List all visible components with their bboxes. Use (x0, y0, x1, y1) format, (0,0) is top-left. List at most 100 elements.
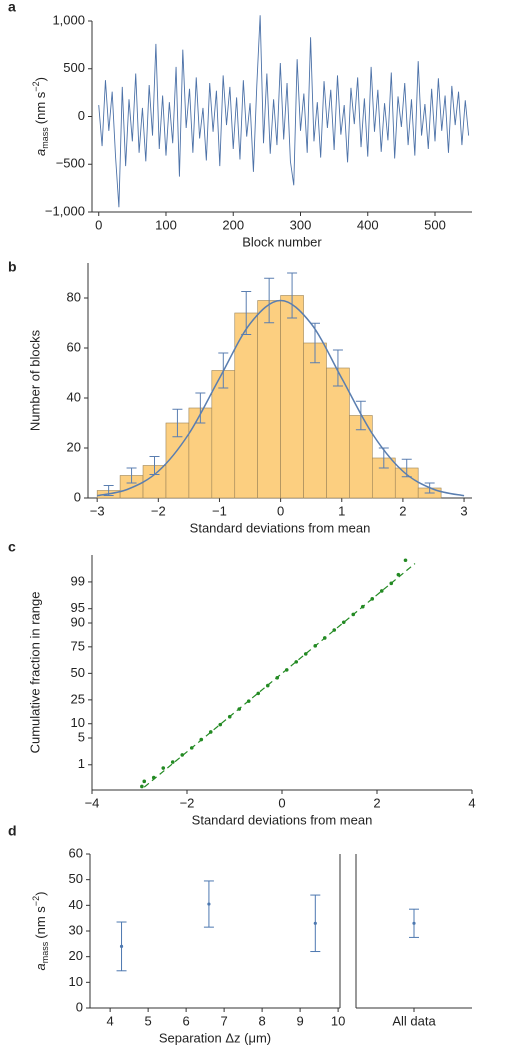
y-tick-label: 5 (78, 729, 85, 744)
y-tick-label: 20 (69, 948, 83, 963)
x-axis-label: Separation Δz (μm) (159, 1030, 271, 1045)
exponent: −2 (31, 896, 41, 906)
y-tick-label: −1,000 (45, 203, 85, 218)
point (161, 766, 166, 770)
y-tick-label: 60 (67, 339, 81, 354)
y-tick-label: 50 (69, 871, 83, 886)
point (379, 589, 384, 593)
x-tick-label: 200 (222, 217, 244, 232)
point (294, 660, 299, 664)
point (284, 668, 289, 672)
point (322, 636, 327, 640)
bar (211, 370, 236, 499)
x-tick-label: 7 (221, 1013, 228, 1028)
x-tick-label: 1 (338, 503, 345, 518)
point (208, 730, 213, 734)
y-tick-label: 50 (71, 665, 85, 680)
bar (234, 312, 258, 499)
y-tick-label: 1 (78, 756, 85, 771)
point (199, 737, 204, 742)
x-tick-label: 400 (357, 217, 379, 232)
close: ) (33, 892, 48, 896)
subscript: mass (40, 127, 50, 149)
point (403, 558, 408, 563)
point (227, 714, 232, 719)
y-tick-label: 10 (69, 974, 83, 989)
y-tick-label: −500 (56, 156, 85, 171)
data-line (98, 15, 470, 208)
y-tick-label: 20 (67, 439, 81, 454)
close: ) (33, 77, 48, 81)
y-tick-label: 75 (71, 638, 85, 653)
point (170, 760, 175, 764)
point (180, 753, 185, 757)
point (142, 779, 147, 784)
x-axis-label: Standard deviations from mean (190, 520, 371, 535)
point (360, 604, 365, 609)
bar (280, 295, 304, 499)
y-tick-label: 95 (71, 600, 85, 615)
y-tick-label: 99 (71, 573, 85, 588)
x-tick-label: −2 (151, 503, 166, 518)
y-tick-label: 10 (71, 715, 85, 730)
unit: (nm s (33, 91, 48, 124)
point (341, 620, 346, 625)
x-tick-label: 500 (424, 217, 446, 232)
x-tick-label: 0 (277, 503, 284, 518)
point (256, 691, 261, 696)
panel-letter: a (8, 0, 16, 15)
point (119, 944, 124, 949)
y-tick-label: 60 (69, 845, 83, 860)
x-tick-label: 300 (290, 217, 312, 232)
errors (264, 277, 275, 324)
symbol: a (33, 963, 48, 970)
bar (257, 300, 281, 499)
x-axis-label: Block number (242, 234, 322, 249)
x-tick-label: 3 (460, 503, 467, 518)
y-tick-label: 500 (63, 60, 85, 75)
point (303, 652, 308, 656)
errors (172, 408, 183, 438)
reference-line (143, 563, 416, 788)
y-tick-label: 80 (67, 289, 81, 304)
point (313, 644, 318, 648)
y-axis-label: amass (nm s−2) (31, 892, 50, 971)
panel: b 0 20 40 60 80 −3 −2 −1 0 1 2 3 Standard deviations … (8, 259, 472, 535)
point (207, 902, 211, 906)
x-tick-label: 6 (183, 1013, 190, 1028)
point (246, 699, 251, 703)
y-tick-label: 90 (71, 614, 85, 629)
x-tick-label: −2 (180, 795, 195, 810)
point (332, 628, 337, 632)
x-tick-label: 0 (278, 795, 285, 810)
x-tick-label: 0 (95, 217, 102, 232)
x-tick-label: −4 (85, 795, 100, 810)
panel: All data (355, 854, 472, 1028)
point (275, 676, 280, 680)
point (370, 597, 375, 601)
point (351, 612, 356, 617)
errors (126, 467, 137, 484)
unit: (nm s (33, 906, 48, 939)
x-tick-label: All data (392, 1013, 436, 1028)
x-tick-label: 4 (107, 1013, 114, 1028)
x-tick-label: 9 (296, 1013, 303, 1028)
panel: a −1,000 −500 0 500 1,000 0 100 200 300 400 500 Bloc… (8, 0, 472, 249)
y-tick-label: 1,000 (52, 12, 85, 27)
x-tick-label: 100 (155, 217, 177, 232)
panel-letter: d (8, 823, 17, 839)
x-tick-label: 2 (399, 503, 406, 518)
y-axis-label: amass (nm s−2) (31, 77, 50, 156)
x-tick-label: 2 (373, 795, 380, 810)
exponent: −2 (31, 81, 41, 91)
fit-curve (97, 299, 465, 497)
symbol: a (33, 149, 48, 156)
point (389, 581, 394, 586)
y-axis-label: Number of blocks (27, 329, 42, 431)
point (189, 746, 194, 750)
subscript: mass (40, 941, 50, 963)
panel: d 0 10 20 30 40 50 60 4 5 6 7 8 9 10 Separation Δz (μm)… (8, 823, 345, 1046)
point (412, 921, 416, 925)
